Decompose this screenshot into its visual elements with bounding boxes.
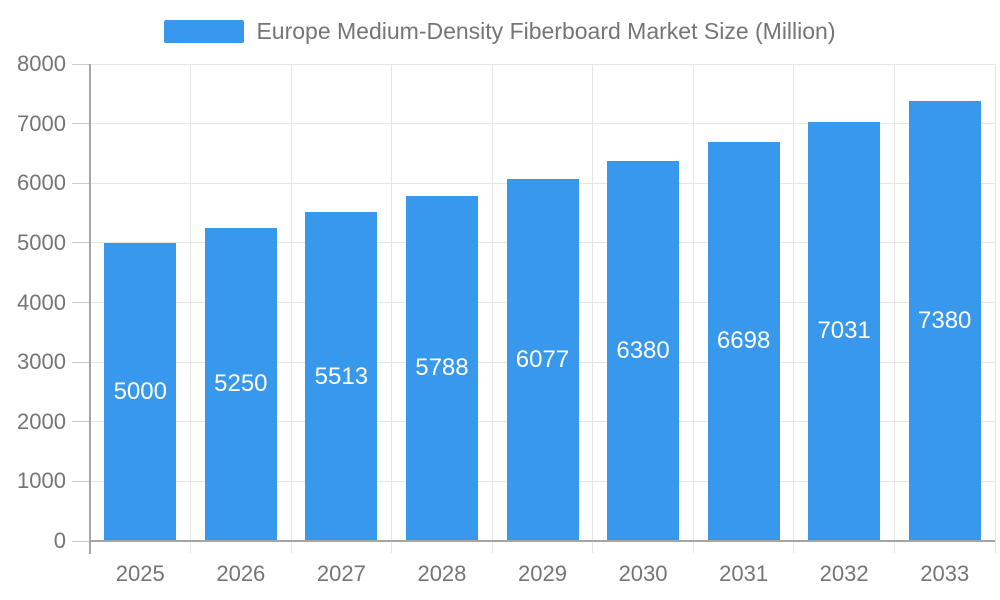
y-axis-tick <box>72 540 90 542</box>
bar-2028[interactable]: 5788 <box>405 195 478 541</box>
x-axis-label: 2025 <box>115 561 165 586</box>
bar-value-label: 6077 <box>515 345 570 373</box>
gridline-vertical <box>190 64 192 553</box>
legend[interactable]: Europe Medium-Density Fiberboard Market … <box>0 18 1000 44</box>
y-axis-label: 3000 <box>17 349 66 375</box>
bar-value-label: 5250 <box>214 370 268 398</box>
gridline-vertical <box>994 64 996 553</box>
y-axis-label: 6000 <box>17 170 66 196</box>
y-axis-tick <box>72 361 90 363</box>
y-axis-label: 7000 <box>17 110 66 136</box>
gridline-vertical <box>793 64 795 553</box>
bar-value-label: 6698 <box>716 327 771 355</box>
bar-value-label: 7031 <box>817 317 871 345</box>
gridline-vertical <box>692 64 694 553</box>
y-axis-tick <box>72 302 90 303</box>
x-axis-label: 2033 <box>920 561 970 586</box>
y-axis-tick <box>72 421 90 423</box>
x-axis-label: 2030 <box>618 561 668 586</box>
legend-label: Europe Medium-Density Fiberboard Market … <box>256 18 836 44</box>
x-axis-label: 2031 <box>719 561 769 586</box>
y-axis-label: 5000 <box>17 229 66 255</box>
bar-value-label: 5000 <box>113 377 167 405</box>
gridline-vertical <box>491 64 493 553</box>
bar-2029[interactable]: 6077 <box>506 178 579 541</box>
x-axis-label: 2027 <box>316 561 366 586</box>
gridline-vertical <box>893 64 895 553</box>
y-axis-label: 2000 <box>17 408 66 434</box>
x-axis-line <box>90 540 995 542</box>
y-axis-tick <box>72 480 90 482</box>
bar-2030[interactable]: 6380 <box>607 160 680 541</box>
gridline-vertical <box>592 64 594 553</box>
x-axis-label: 2028 <box>417 561 467 586</box>
y-axis-label: 1000 <box>17 468 66 494</box>
bar-value-label: 5513 <box>314 362 369 390</box>
bar-2027[interactable]: 5513 <box>305 212 378 541</box>
y-axis-tick <box>72 123 90 125</box>
bar-value-label: 5788 <box>415 354 469 382</box>
legend-swatch-icon <box>164 19 245 43</box>
y-axis-tick <box>72 242 90 244</box>
x-axis-label: 2026 <box>216 561 266 586</box>
bar-2032[interactable]: 7031 <box>808 121 881 541</box>
y-axis-tick <box>72 182 90 184</box>
gridline-vertical <box>290 64 292 553</box>
gridline-horizontal <box>90 63 995 65</box>
bar-value-label: 6380 <box>616 336 670 364</box>
y-axis-label: 8000 <box>17 51 66 76</box>
bar-2031[interactable]: 6698 <box>707 141 780 541</box>
y-axis-tick <box>72 63 90 65</box>
x-axis-label: 2032 <box>819 561 869 586</box>
bar-2026[interactable]: 5250 <box>204 227 277 541</box>
x-axis-label: 2029 <box>518 561 567 586</box>
y-axis-line <box>89 64 91 554</box>
gridline-vertical <box>391 64 393 553</box>
bar-2025[interactable]: 5000 <box>104 242 177 541</box>
bar-2033[interactable]: 7380 <box>908 100 981 541</box>
bar-value-label: 7380 <box>918 306 972 334</box>
gridline-horizontal <box>90 123 995 125</box>
y-axis-label: 4000 <box>17 289 66 315</box>
y-axis-label: 0 <box>53 528 66 553</box>
